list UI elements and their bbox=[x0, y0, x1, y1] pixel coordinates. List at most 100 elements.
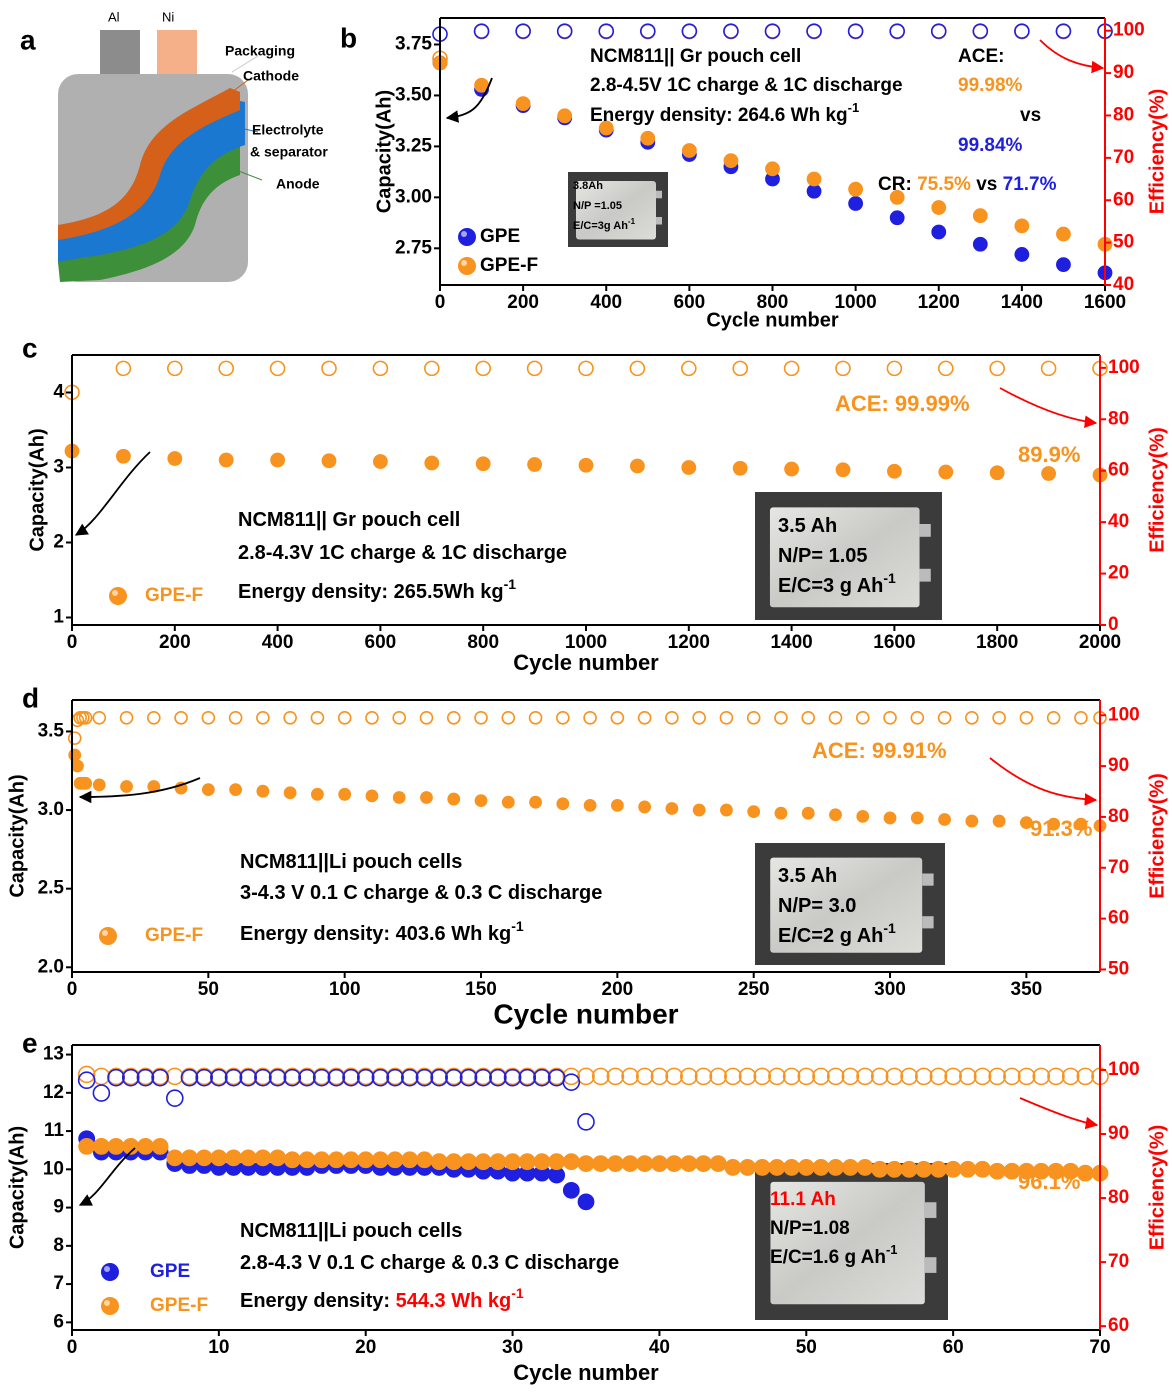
x-tick-label: 200 bbox=[602, 979, 634, 1000]
data-point bbox=[283, 1068, 302, 1087]
chart-panel: c3.5 AhN/P= 1.05E/C=3 g Ah-10 200 400 600 80… bbox=[22, 332, 1168, 674]
data-point bbox=[797, 1067, 816, 1086]
x-axis-label: Cycle number bbox=[493, 998, 678, 1029]
data-point bbox=[474, 710, 488, 725]
data-point bbox=[71, 759, 84, 773]
data-point bbox=[739, 1159, 756, 1176]
data-point bbox=[515, 96, 531, 112]
data-point bbox=[797, 1159, 815, 1176]
data-point bbox=[416, 1151, 433, 1169]
data-point bbox=[965, 814, 979, 828]
text-segment: CR: bbox=[878, 174, 917, 195]
annotation: Energy density: 265.5Wh kg-1 bbox=[238, 576, 516, 604]
x-tick-label: 200 bbox=[159, 632, 191, 653]
data-point bbox=[256, 710, 270, 725]
x-tick-label: 1000 bbox=[565, 632, 607, 653]
data-point bbox=[591, 1067, 610, 1086]
data-point bbox=[681, 460, 697, 475]
y-tick-label: 7 bbox=[53, 1273, 64, 1294]
data-point bbox=[533, 1153, 551, 1171]
text-segment: 91.3% bbox=[1030, 816, 1092, 841]
data-point bbox=[218, 360, 234, 377]
text-segment: N/P=1.08 bbox=[770, 1218, 850, 1239]
data-point bbox=[598, 23, 615, 39]
data-point bbox=[423, 360, 440, 377]
data-point bbox=[371, 1151, 389, 1169]
inset-text: E/C=2 g Ah-1 bbox=[778, 920, 896, 948]
x-tick-label: 1400 bbox=[1001, 292, 1043, 313]
y2-tick-label: 100 bbox=[1113, 20, 1145, 41]
data-point bbox=[900, 1067, 918, 1086]
data-point bbox=[886, 1160, 903, 1178]
y-tick-label: 2.75 bbox=[395, 237, 432, 258]
data-point bbox=[473, 23, 490, 39]
data-point bbox=[342, 1067, 360, 1086]
inset-pouch bbox=[769, 507, 920, 608]
annotation: Energy density: 264.6 Wh kg-1 bbox=[590, 100, 859, 126]
legend-marker bbox=[99, 927, 117, 945]
arrow bbox=[78, 1147, 136, 1206]
y-tick-label: 1 bbox=[53, 607, 64, 628]
x-tick-label: 1800 bbox=[976, 632, 1018, 653]
data-point bbox=[1014, 23, 1030, 39]
inset-text: 11.1 Ah bbox=[770, 1189, 836, 1210]
legend-marker bbox=[458, 257, 476, 275]
data-point bbox=[557, 108, 573, 124]
data-point bbox=[392, 791, 406, 804]
data-point bbox=[883, 710, 897, 725]
y-tick-label: 3.5 bbox=[38, 720, 65, 741]
x-axis-label: Cycle number bbox=[513, 1360, 659, 1385]
schematic: a Al Ni Packaging Cathode Electrolyte & … bbox=[20, 9, 328, 282]
panel-letter: a bbox=[20, 24, 36, 55]
data-point bbox=[1019, 710, 1034, 725]
data-point bbox=[989, 360, 1006, 377]
arrow bbox=[1019, 1097, 1099, 1130]
data-point bbox=[577, 1193, 595, 1211]
x-tick-label: 0 bbox=[435, 292, 446, 313]
y2-tick-label: 60 bbox=[1108, 908, 1129, 929]
y-tick-label: 3.75 bbox=[395, 34, 432, 55]
legend-marker bbox=[101, 1297, 119, 1315]
data-point bbox=[474, 1067, 493, 1086]
x-tick-label: 0 bbox=[67, 632, 78, 653]
panel-letter: e bbox=[22, 1027, 38, 1058]
data-point bbox=[533, 1068, 551, 1087]
y2-tick-label: 100 bbox=[1108, 1059, 1140, 1080]
data-point bbox=[147, 710, 161, 725]
data-point bbox=[855, 710, 870, 725]
y-tick-label: 3.50 bbox=[395, 84, 432, 105]
y-tick-label: 6 bbox=[53, 1311, 64, 1332]
data-point bbox=[738, 1067, 757, 1086]
data-point bbox=[681, 23, 698, 39]
data-point bbox=[610, 710, 625, 725]
data-point bbox=[621, 1155, 639, 1172]
data-point bbox=[886, 360, 903, 377]
data-point bbox=[338, 787, 352, 801]
y-axis-label: Capacity(Ah) bbox=[373, 90, 395, 213]
data-point bbox=[938, 464, 954, 480]
data-point bbox=[988, 1162, 1006, 1180]
data-point bbox=[826, 1067, 845, 1086]
y-tick-label: 3.25 bbox=[395, 135, 432, 156]
data-point bbox=[889, 23, 905, 39]
data-point bbox=[224, 1067, 243, 1086]
annotation: NCM811||Li pouch cells bbox=[240, 1220, 462, 1242]
text-segment: ACE: 99.91% bbox=[812, 738, 947, 763]
data-point bbox=[835, 462, 851, 478]
data-point bbox=[556, 23, 573, 39]
text-segment: 11.1 Ah bbox=[770, 1189, 836, 1210]
data-point bbox=[972, 236, 988, 252]
text-segment: 96.1% bbox=[1018, 1169, 1080, 1194]
legend-label: GPE bbox=[480, 226, 520, 247]
data-point bbox=[681, 143, 697, 158]
text-segment: Energy density: 265.5Wh kg bbox=[238, 581, 504, 603]
data-point bbox=[828, 710, 843, 725]
ni-tab bbox=[157, 30, 197, 80]
data-point bbox=[829, 808, 842, 822]
annotation: 96.1% bbox=[1018, 1169, 1080, 1194]
text-segment: 544.3 Wh kg bbox=[396, 1290, 512, 1312]
data-point bbox=[847, 23, 864, 39]
text-segment: 99.98% bbox=[958, 75, 1023, 96]
data-point bbox=[92, 1137, 110, 1155]
